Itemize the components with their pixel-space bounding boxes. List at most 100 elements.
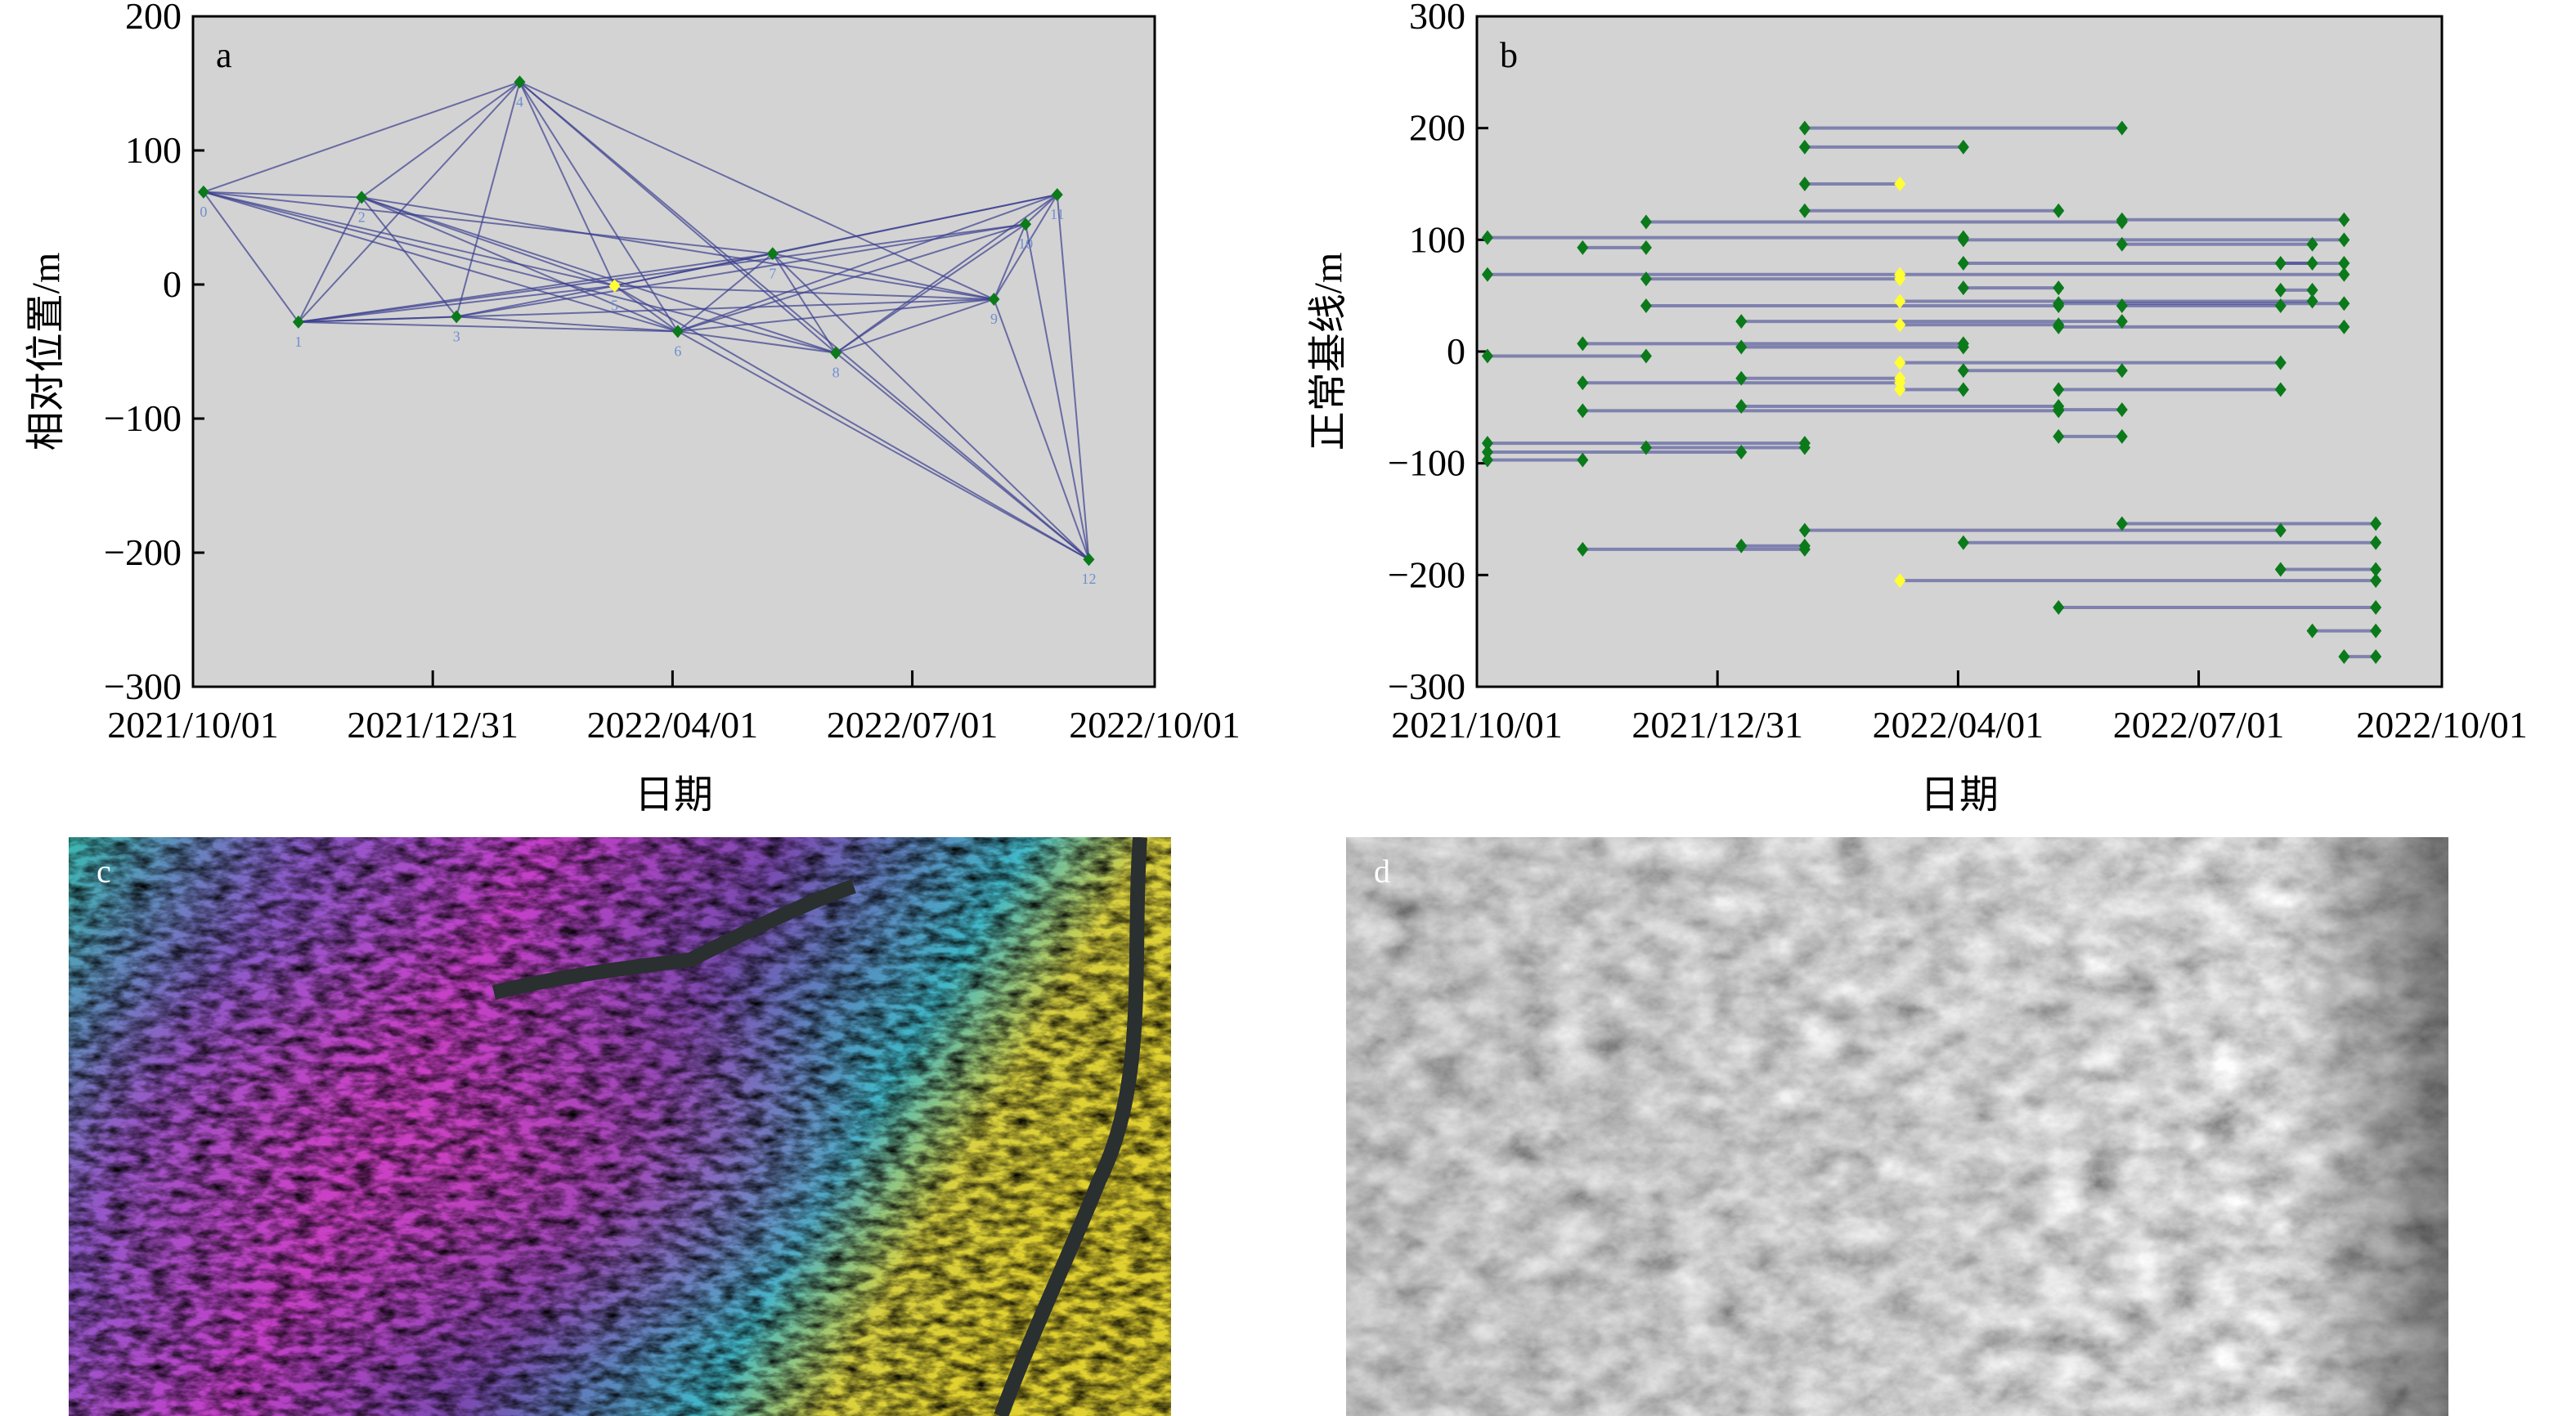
acquisition-point [2053, 382, 2065, 397]
y-tick-label: 200 [1409, 107, 1465, 149]
acquisition-point [2338, 256, 2350, 271]
network-edge [298, 298, 994, 323]
acquisition-point [2053, 203, 2065, 218]
point-label: 12 [1081, 571, 1096, 587]
acquisition-point [2338, 296, 2350, 311]
plot-area [1475, 15, 2444, 688]
y-tick-label: −300 [104, 665, 182, 707]
y-tick-label: 300 [1409, 0, 1465, 37]
x-tick-label: 2022/07/01 [2113, 704, 2285, 746]
network-edge [772, 253, 994, 301]
acquisition-point [1735, 538, 1748, 553]
network-edge [677, 330, 1089, 561]
panel-label: a [216, 35, 232, 75]
network-edge [203, 191, 299, 323]
river-shape [491, 837, 1147, 1416]
acquisition-point [1051, 188, 1063, 202]
acquisition-point [1957, 280, 1969, 296]
acquisition-point [1577, 541, 1589, 557]
acquisition-point [2053, 298, 2065, 313]
y-tick-label: 0 [1447, 330, 1465, 372]
acquisition-point [1735, 339, 1748, 355]
acquisition-point [1481, 445, 1493, 459]
x-tick-label: 2022/04/01 [587, 704, 759, 746]
acquisition-point [1798, 120, 1811, 136]
plot-area [191, 15, 1156, 688]
network-edge [677, 194, 1058, 333]
acquisition-point [2338, 232, 2350, 248]
point-label: 10 [1018, 235, 1033, 252]
acquisition-point [292, 315, 304, 329]
network-edge [297, 196, 363, 323]
acquisition-point [1798, 139, 1811, 155]
acquisition-point [1735, 398, 1748, 414]
network-edge [361, 81, 521, 199]
acquisition-point [2053, 319, 2065, 334]
acquisition-point [1957, 256, 1969, 271]
network-edge [772, 253, 1090, 560]
network-edge [519, 81, 994, 300]
acquisition-point [1957, 382, 1969, 397]
coherence-image: d [1346, 837, 2448, 1416]
network-edge [456, 316, 678, 333]
acquisition-point [2338, 212, 2350, 227]
acquisition-point [514, 75, 526, 89]
acquisition-point [451, 310, 463, 324]
acquisition-point [2274, 282, 2287, 298]
acquisition-point [1640, 440, 1652, 455]
y-tick-label: −100 [1388, 442, 1465, 484]
acquisition-point [1577, 403, 1589, 419]
x-axis-label: 日期 [1920, 773, 1999, 817]
network-edge [298, 285, 615, 323]
acquisition-point [1735, 314, 1748, 329]
network-edge [203, 190, 615, 287]
network-edge [835, 298, 994, 354]
acquisition-point [1640, 214, 1652, 230]
network-edge [203, 190, 773, 255]
network-edge [361, 196, 457, 317]
acquisition-point [766, 247, 779, 261]
acquisition-point [2053, 280, 2065, 296]
x-tick-label: 2021/10/01 [107, 704, 279, 746]
acquisition-point [2338, 267, 2350, 282]
acquisition-point [1481, 452, 1493, 468]
network-edge [361, 196, 837, 354]
point-label: 1 [294, 334, 302, 350]
acquisition-point [2116, 428, 2128, 444]
acquisition-point [1798, 522, 1811, 538]
acquisition-point [2338, 319, 2350, 334]
acquisition-point [2370, 599, 2382, 615]
point-label: 11 [1050, 206, 1064, 222]
acquisition-point [2370, 562, 2382, 577]
acquisition-point [830, 346, 842, 360]
point-label: 8 [832, 365, 840, 381]
network-edge [1056, 195, 1090, 560]
master-point [1894, 317, 1906, 333]
point-label: 4 [516, 93, 523, 110]
acquisition-point [1481, 436, 1493, 451]
network-edge [203, 81, 520, 193]
y-tick-label: −200 [1388, 553, 1465, 595]
acquisition-point [2370, 649, 2382, 665]
acquisition-point [2116, 298, 2128, 313]
network-edge [835, 352, 1090, 560]
acquisition-point [2274, 298, 2287, 313]
acquisition-point [2306, 236, 2318, 252]
master-point [1894, 271, 1906, 287]
acquisition-point [2274, 522, 2287, 538]
panel-label: b [1500, 35, 1518, 75]
network-edge [613, 285, 679, 333]
acquisition-point [2053, 599, 2065, 615]
acquisition-point [2338, 649, 2350, 665]
acquisition-point [2116, 236, 2128, 252]
acquisition-point [2370, 623, 2382, 639]
acquisition-point [2116, 516, 2128, 531]
acquisition-point [2116, 314, 2128, 329]
acquisition-point [2274, 382, 2287, 397]
point-label: 6 [674, 343, 681, 359]
acquisition-point [1735, 445, 1748, 459]
network-edge [203, 190, 362, 199]
network-edge [993, 194, 1058, 300]
acquisition-point [2306, 256, 2318, 271]
network-edge [1025, 224, 1090, 560]
